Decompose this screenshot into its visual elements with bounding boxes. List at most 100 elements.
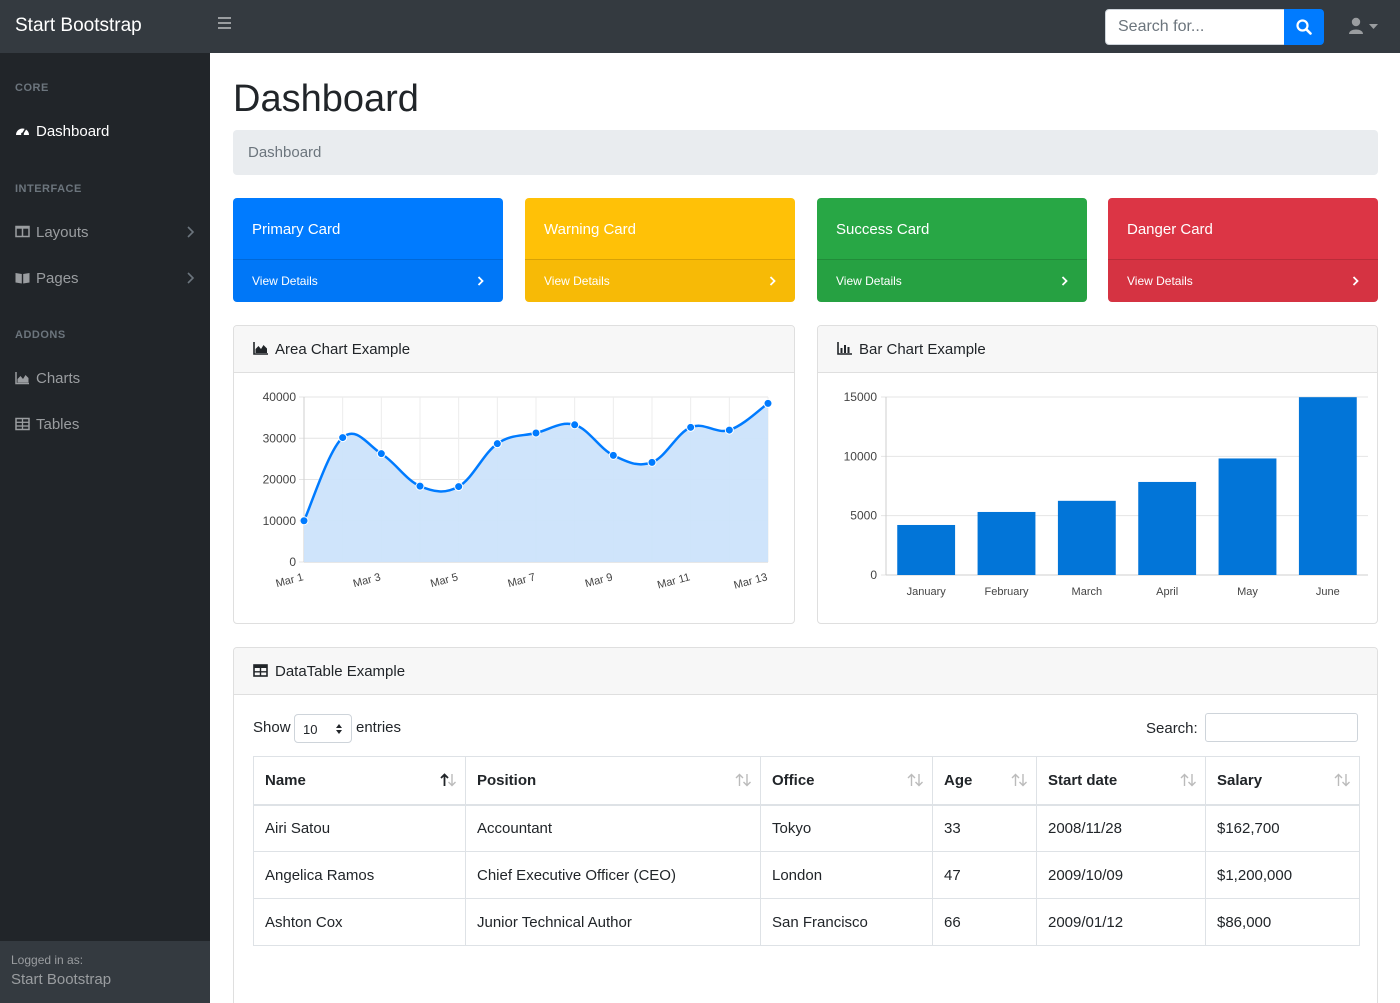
column-header-start-date[interactable]: Start date [1036,756,1206,806]
bar [1218,458,1277,575]
y-tick-label: 10000 [844,449,878,463]
bar [1057,500,1116,575]
select-arrows-icon [336,724,342,734]
x-tick-label: Mar 3 [352,571,382,590]
view-details-link[interactable]: View Details [817,259,1087,302]
area-chart: 0 10000 20000 30000 40000 Mar 1 Mar 3 Mar 5 Mar … [263,390,773,592]
navbar-search-button[interactable] [1284,9,1324,45]
data-point [338,433,348,443]
sidebar-item-charts[interactable]: Charts [15,367,200,391]
column-header-age[interactable]: Age [932,756,1037,806]
table-cell: Junior Technical Author [465,898,761,946]
table-search-input[interactable] [1205,713,1358,742]
table-cell: Ashton Cox [253,898,466,946]
table-cell: 66 [932,898,1037,946]
data-table: Name Position Office Age [253,756,1360,946]
navbar-search-input[interactable] [1105,9,1285,45]
sidebar-item-label: Tables [36,416,80,433]
top-navbar: Start Bootstrap [0,0,1400,53]
data-point [686,422,696,432]
data-point [763,398,773,408]
panel-header: DataTable Example [234,648,1377,695]
table-row: Ashton Cox Junior Technical Author San F… [253,898,1360,946]
sort-icon [907,773,923,787]
entries-label: entries [356,719,402,736]
card-title: Primary Card [252,221,341,238]
x-tick-label: Mar 1 [275,571,305,590]
primary-card: Primary Card View Details [233,198,503,302]
data-point [415,481,425,491]
view-details-link[interactable]: View Details [233,259,503,302]
sort-icon [1180,773,1196,787]
y-tick-label: 0 [870,568,877,582]
sidebar-item-tables[interactable]: Tables [15,413,200,437]
user-dropdown[interactable] [1345,16,1381,38]
tachometer-icon [16,128,29,136]
bar-chart: 0 5000 10000 15000 January February March April… [844,390,1368,598]
x-tick-label: May [1237,586,1258,598]
x-tick-label: Mar 11 [656,571,691,591]
page-title: Dashboard [233,78,419,120]
chevron-right-icon [769,276,776,286]
table-row: Airi Satou Accountant Tokyo 33 2008/11/2… [253,804,1360,852]
view-details-label: View Details [1127,274,1193,288]
caret-down-icon [1369,24,1378,29]
table-search-label: Search: [1146,720,1198,737]
data-point [454,482,464,492]
column-header-office[interactable]: Office [760,756,933,806]
table-cell: 2008/11/28 [1036,804,1206,852]
table-icon [15,417,30,431]
data-point [724,425,734,435]
table-cell: 2009/10/09 [1036,851,1206,899]
sidebar-item-label: Layouts [36,224,89,241]
column-header-name[interactable]: Name [253,756,466,806]
table-cell: 33 [932,804,1037,852]
column-header-salary[interactable]: Salary [1205,756,1360,806]
sidebar-item-pages[interactable]: Pages [15,267,200,291]
data-point [647,457,657,467]
table-cell: Accountant [465,804,761,852]
x-tick-label: June [1316,586,1340,598]
sidebar-heading-interface: INTERFACE [15,183,82,195]
view-details-link[interactable]: View Details [525,259,795,302]
view-details-label: View Details [544,274,610,288]
sidebar-heading-addons: ADDONS [15,329,66,341]
panel-header: Bar Chart Example [818,326,1377,373]
bar [1138,481,1197,575]
bar [1298,397,1357,575]
bar-chart-icon [837,342,852,355]
card-title: Success Card [836,221,930,238]
table-cell: Tokyo [760,804,933,852]
entries-value: 10 [303,722,318,737]
table-row: Angelica Ramos Chief Executive Officer (… [253,851,1360,899]
bars-icon[interactable] [218,17,231,29]
table-cell: London [760,851,933,899]
navbar-brand[interactable]: Start Bootstrap [15,15,142,36]
warning-card: Warning Card View Details [525,198,795,302]
y-tick-label: 40000 [263,390,297,404]
area-chart-panel: Area Chart Example 0 10000 20000 30000 40000… [233,325,795,624]
view-details-link[interactable]: View Details [1108,259,1378,302]
sidebar-item-dashboard[interactable]: Dashboard [15,120,200,144]
y-tick-label: 30000 [263,431,297,445]
x-tick-label: April [1156,586,1178,598]
table-cell: 2009/01/12 [1036,898,1206,946]
area-fill [304,403,768,562]
data-point [570,420,580,430]
entries-select[interactable]: 10 [294,714,352,743]
area-chart-icon [253,342,268,355]
table-cell: 47 [932,851,1037,899]
x-tick-label: Mar 9 [584,571,614,590]
column-header-position[interactable]: Position [465,756,761,806]
panel-header: Area Chart Example [234,326,794,373]
book-open-icon [15,273,30,284]
table-icon [253,664,268,677]
y-tick-label: 5000 [850,509,877,523]
table-cell: Chief Executive Officer (CEO) [465,851,761,899]
sort-icon [735,773,751,787]
sidebar-item-layouts[interactable]: Layouts [15,221,200,245]
sidebar-footer: Logged in as: Start Bootstrap [0,941,210,1003]
x-tick-label: Mar 7 [507,571,537,590]
user-icon [1349,17,1363,34]
y-tick-label: 20000 [263,473,297,487]
